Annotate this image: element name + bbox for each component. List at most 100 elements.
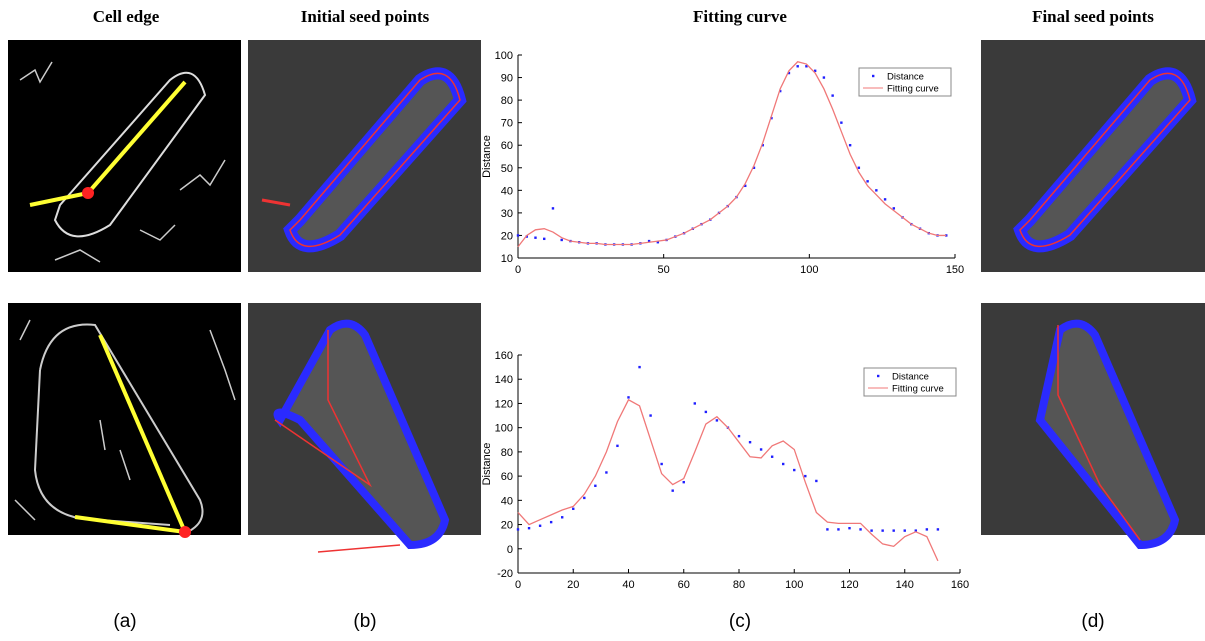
data-point	[704, 410, 708, 414]
data-point	[627, 396, 630, 399]
y-tick-label: 160	[495, 350, 513, 362]
data-point	[837, 528, 840, 531]
data-point	[875, 189, 878, 192]
data-point	[787, 71, 791, 75]
y-tick-label: 100	[495, 50, 513, 62]
y-tick-label: 40	[501, 185, 513, 197]
x-tick-label: 50	[658, 264, 670, 276]
y-tick-label: 60	[501, 140, 513, 152]
seed-points-image	[248, 40, 481, 272]
data-point	[770, 455, 774, 458]
data-point	[605, 471, 608, 474]
x-tick-label: 100	[785, 579, 803, 591]
data-point	[671, 489, 674, 492]
data-point	[516, 528, 520, 531]
fit-line	[517, 398, 939, 562]
y-tick-label: 20	[501, 520, 513, 532]
y-tick-label: 50	[501, 163, 513, 175]
y-axis-label: Distance	[481, 443, 493, 486]
data-point	[543, 237, 546, 241]
panel-label: (a)	[113, 611, 136, 632]
y-tick-label: 100	[495, 423, 513, 435]
data-point	[638, 365, 641, 369]
data-point	[647, 239, 651, 243]
cell-edge-image	[8, 303, 241, 538]
x-tick-label: 120	[840, 579, 858, 591]
data-point	[572, 507, 575, 511]
data-point	[883, 198, 887, 201]
y-tick-label: 120	[495, 398, 513, 410]
data-point	[770, 116, 773, 120]
y-tick-label: 0	[507, 544, 513, 556]
legend-box	[858, 67, 952, 97]
data-point	[560, 238, 563, 242]
data-point	[534, 236, 537, 239]
x-tick-label: 40	[622, 579, 634, 591]
y-tick-label: -20	[497, 568, 513, 580]
data-point	[538, 524, 542, 527]
data-point	[715, 419, 719, 422]
legend-label: Fitting curve	[892, 384, 944, 395]
data-point	[516, 234, 520, 237]
data-point	[822, 76, 826, 79]
y-tick-label: 40	[501, 495, 513, 507]
y-tick-label: 90	[501, 73, 513, 85]
legend-swatch	[872, 74, 875, 78]
x-tick-label: 150	[946, 264, 964, 276]
data-point	[779, 89, 782, 93]
data-point	[561, 516, 564, 519]
chart: 10 20 30 40 50 60 70 80 90 100 0 50 100 150 Distance Di…	[481, 50, 964, 276]
data-point	[748, 441, 752, 444]
y-tick-label: 30	[501, 208, 513, 220]
data-point	[914, 529, 917, 532]
panel-label: (c)	[729, 611, 751, 632]
seed-points-image	[981, 303, 1205, 550]
data-point	[848, 144, 852, 147]
y-tick-label: 20	[501, 230, 513, 242]
data-point	[693, 402, 696, 405]
data-point	[525, 235, 528, 238]
y-tick-label: 80	[501, 447, 513, 459]
data-point	[925, 528, 929, 531]
x-tick-label: 160	[951, 579, 969, 591]
data-point	[759, 448, 763, 451]
data-point	[857, 166, 861, 169]
fit-line	[517, 61, 947, 248]
data-point	[656, 241, 660, 244]
y-tick-label: 70	[501, 118, 513, 130]
data-point	[744, 184, 747, 188]
x-tick-label: 60	[678, 579, 690, 591]
y-tick-label: 80	[501, 95, 513, 107]
legend-label: Fitting curve	[887, 84, 939, 95]
data-point	[761, 144, 764, 147]
data-point	[527, 526, 531, 530]
data-point	[782, 462, 785, 466]
column-header: Final seed points	[1032, 7, 1154, 26]
data-point	[859, 528, 862, 531]
data-point	[583, 496, 586, 500]
data-point	[682, 480, 685, 484]
y-axis-label: Distance	[481, 135, 493, 178]
data-point	[866, 180, 869, 183]
seed-points-image	[981, 40, 1205, 272]
y-tick-label: 60	[501, 471, 513, 483]
panel-label: (d)	[1081, 611, 1104, 632]
x-tick-label: 80	[733, 579, 745, 591]
data-point	[881, 529, 884, 532]
data-point	[936, 528, 940, 531]
column-header: Fitting curve	[693, 7, 787, 26]
data-point	[831, 94, 834, 97]
data-point	[649, 414, 652, 417]
data-point	[796, 65, 799, 68]
y-tick-label: 140	[495, 374, 513, 386]
data-point	[848, 526, 851, 530]
data-point	[737, 434, 741, 438]
data-point	[616, 444, 619, 448]
x-tick-label: 0	[515, 579, 521, 591]
x-tick-label: 20	[567, 579, 579, 591]
legend-label: Distance	[892, 372, 929, 383]
data-point	[805, 65, 808, 68]
legend-label: Distance	[887, 72, 924, 83]
x-tick-label: 140	[896, 579, 914, 591]
